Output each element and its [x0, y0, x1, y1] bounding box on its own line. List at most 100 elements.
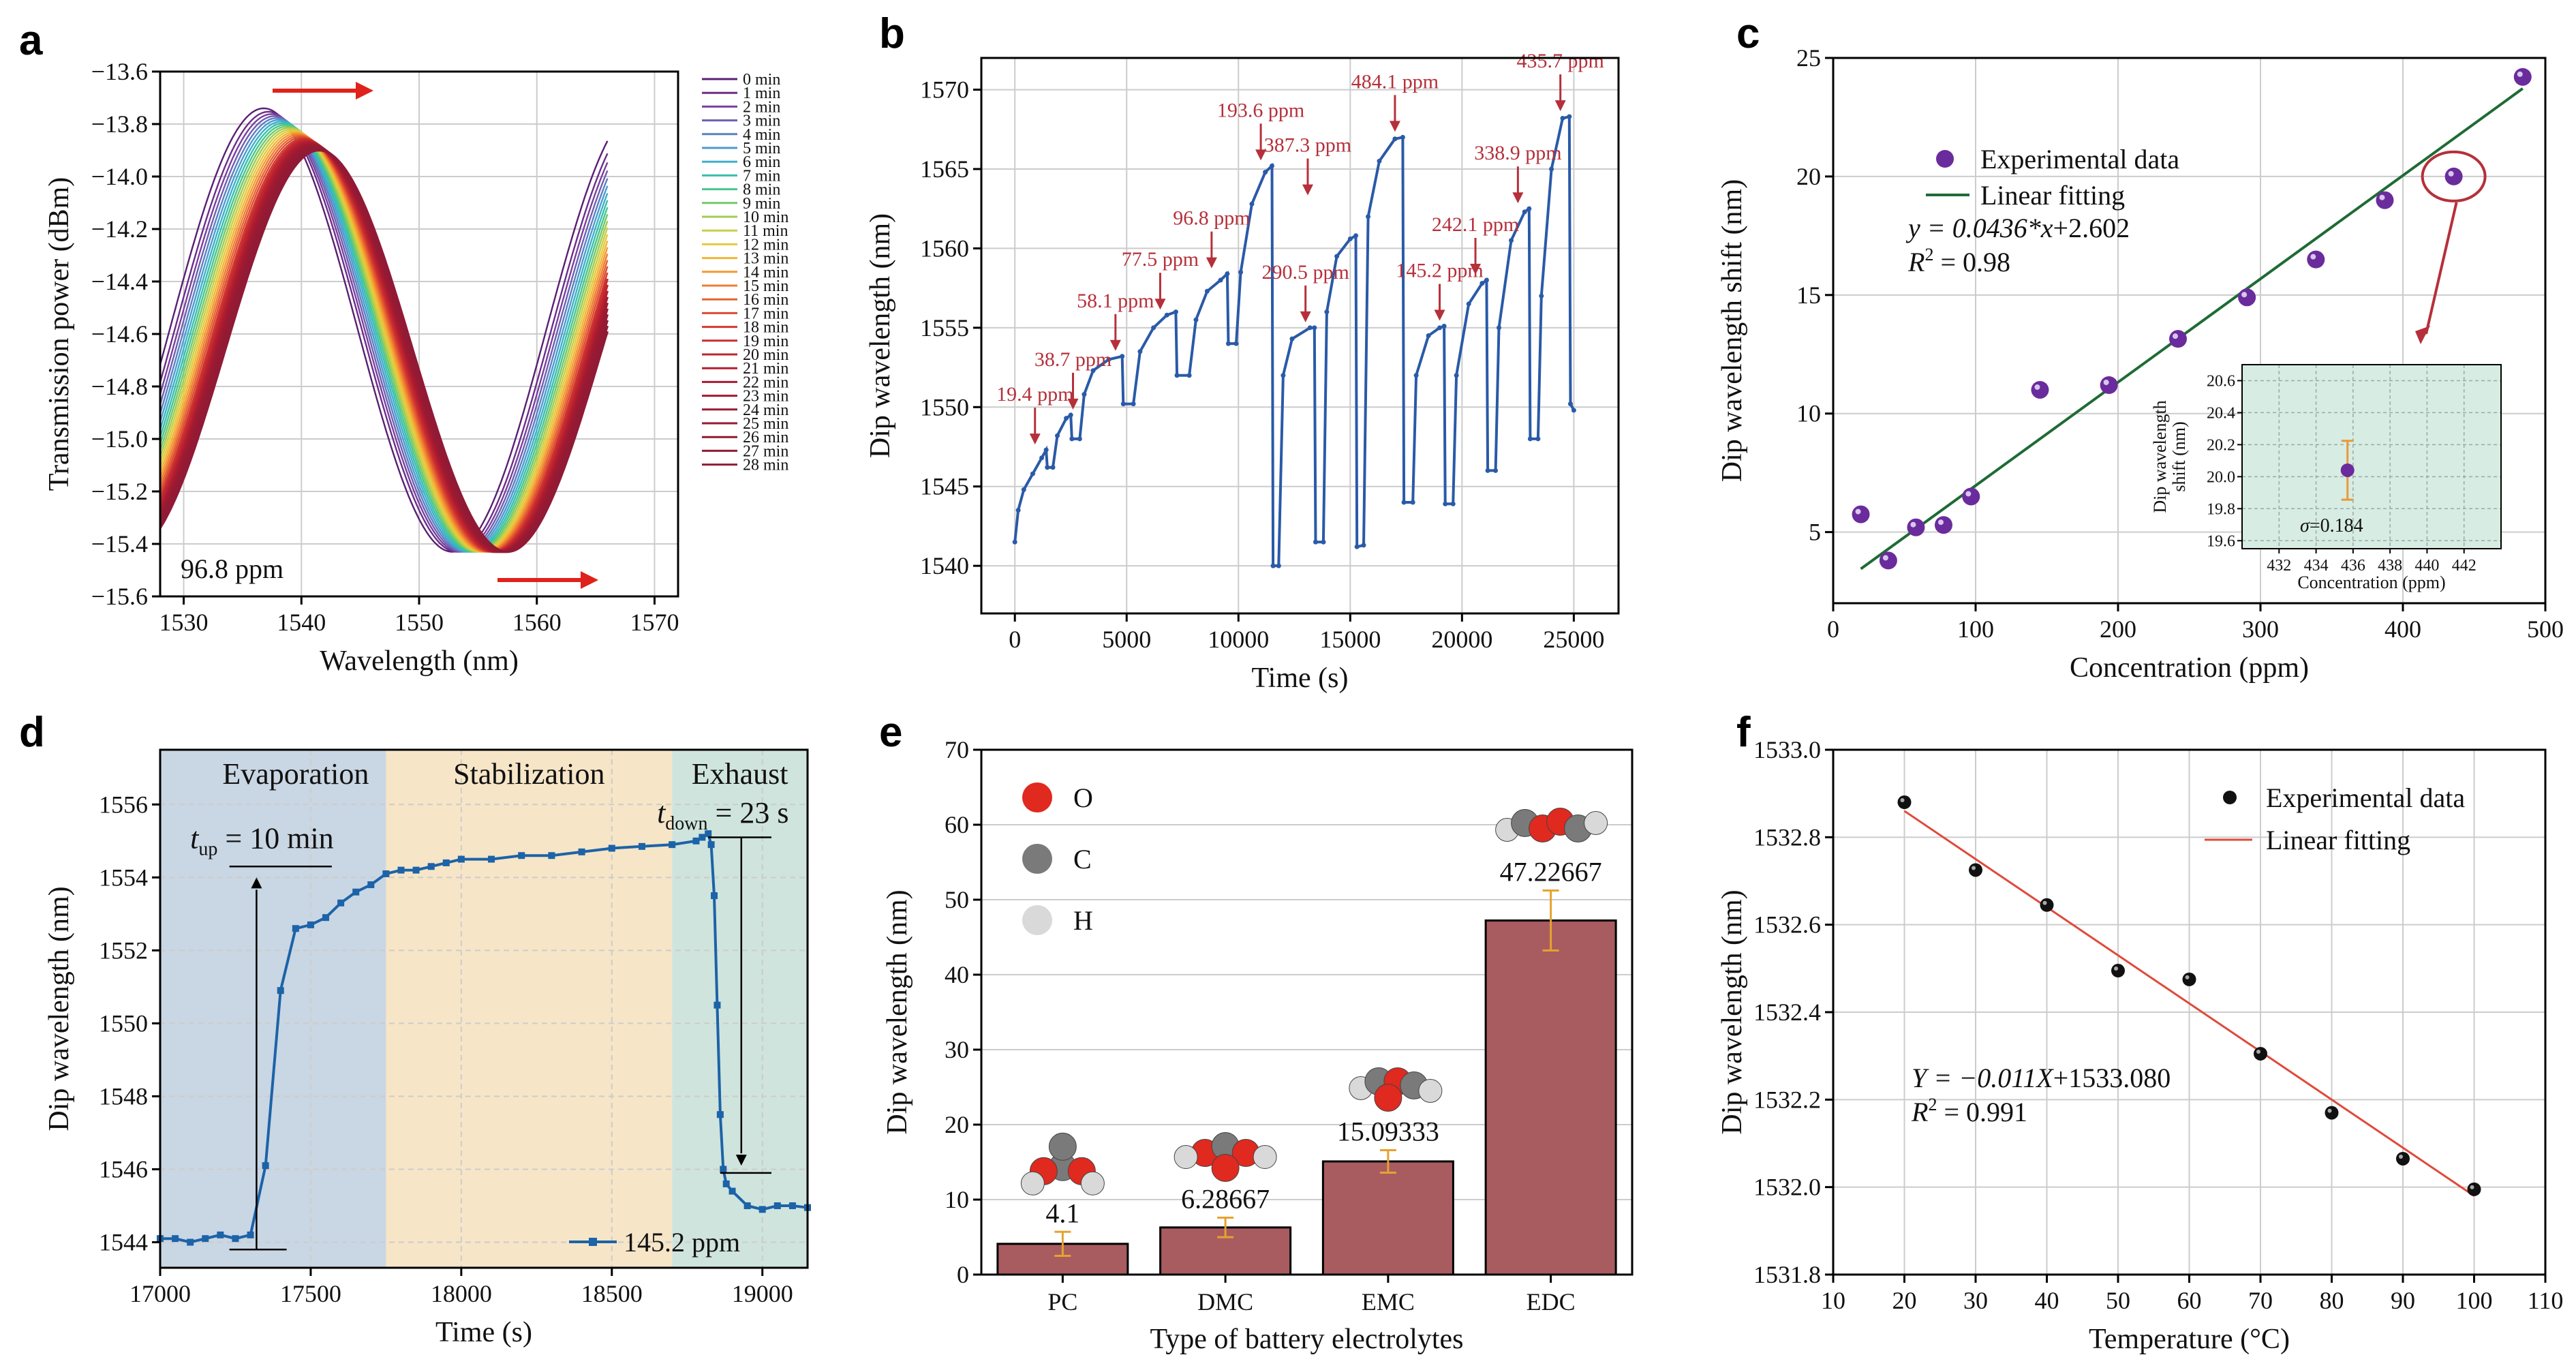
data-point	[247, 1231, 254, 1238]
panel-b: 19.4 ppm 38.7 ppm 58.1 ppm 77.5 ppm 96.8 ppm…	[865, 50, 1620, 694]
spectrum-line	[160, 125, 609, 553]
inset-x-axis-title: Concentration (ppm)	[2297, 573, 2445, 592]
t-down-symbol: t	[657, 796, 666, 829]
spectrum-line	[160, 140, 609, 553]
spectrum-line	[160, 121, 609, 553]
y-tick-label: 1533.0	[1753, 736, 1821, 763]
molecule-atom	[1253, 1145, 1277, 1170]
x-tick-label: 1560	[512, 609, 562, 636]
legend-label: 16 min	[743, 291, 788, 309]
data-point	[711, 892, 718, 900]
data-point-highlight	[2103, 380, 2109, 385]
data-point	[2467, 1182, 2481, 1196]
data-point	[1193, 317, 1199, 322]
data-point	[1131, 401, 1136, 407]
legend-label: 15 min	[743, 277, 788, 295]
data-point	[1535, 436, 1541, 442]
spectrum-line	[160, 140, 609, 553]
spectrum-line	[160, 115, 609, 553]
data-point	[277, 987, 284, 994]
spectrum-line	[160, 145, 609, 553]
data-point	[578, 848, 585, 855]
y-tick-label: −14.6	[91, 320, 148, 348]
y-tick-label: −14.2	[91, 215, 148, 243]
y-tick-label: 5	[1809, 519, 1821, 546]
data-point-highlight	[2185, 975, 2190, 979]
panel-e: 4.1 PC 6.28667 DMC 15.09333 EMC 47.22667 EDC O C H…	[882, 736, 1634, 1355]
legend-marker	[589, 1238, 597, 1246]
y-tick-label: 1552	[99, 937, 148, 964]
equation-variable: x	[2040, 213, 2053, 243]
annotation-label: 96.8 ppm	[1173, 207, 1250, 230]
data-point	[1484, 277, 1489, 283]
data-point	[1055, 433, 1060, 438]
y-tick-label: 1540	[920, 552, 969, 579]
spectrum-line	[160, 144, 609, 553]
data-point	[1012, 539, 1017, 545]
legend-label: 27 min	[743, 442, 788, 460]
data-point	[1361, 543, 1366, 548]
y-tick-label: 15	[1796, 281, 1821, 309]
y-tick-label: 60	[945, 811, 969, 838]
data-point-highlight	[1937, 519, 1944, 526]
data-point-highlight	[2399, 1154, 2403, 1159]
y-tick-label: 20	[1796, 163, 1821, 190]
data-point	[232, 1235, 239, 1243]
t-up-symbol: t	[190, 822, 200, 855]
x-tick-label: 1570	[630, 609, 679, 636]
data-point	[705, 830, 712, 838]
data-point	[187, 1238, 194, 1246]
data-point	[1496, 325, 1501, 331]
r2-value: = 0.991	[1937, 1097, 2027, 1127]
data-point	[1120, 354, 1125, 359]
legend-label: 5 min	[743, 140, 780, 157]
x-tick-label: 18000	[431, 1280, 492, 1307]
data-point	[1567, 401, 1573, 407]
annotation-label: 242.1 ppm	[1432, 213, 1519, 236]
legend-label: 19 min	[743, 333, 788, 350]
data-point	[1354, 544, 1360, 549]
r-squared: R2 = 0.991	[1911, 1095, 2027, 1127]
data-point	[1137, 349, 1143, 354]
inset-x-tick-label: 434	[2304, 557, 2329, 575]
arrow-head	[1554, 100, 1566, 112]
data-point	[322, 914, 330, 922]
data-point	[427, 863, 435, 870]
data-point	[2182, 972, 2196, 986]
legend-marker	[1022, 782, 1052, 812]
x-tick-label: 20	[1892, 1287, 1917, 1314]
data-point-highlight	[1882, 555, 1888, 561]
data-point	[1962, 487, 1980, 506]
x-tick-label: 500	[2527, 615, 2564, 643]
t-down-value: = 23 s	[708, 796, 789, 829]
data-point-highlight	[2172, 333, 2178, 339]
y-tick-label: 1560	[920, 234, 969, 262]
inset-sigma: σ=0.184	[2300, 515, 2363, 536]
inset-background	[2242, 365, 2501, 549]
y-tick-label: 20	[945, 1111, 969, 1138]
y-tick-label: 30	[945, 1036, 969, 1063]
data-point-highlight	[1910, 521, 1916, 528]
data-point	[1334, 254, 1340, 259]
highlight-arrow	[2425, 202, 2458, 335]
data-point	[1045, 465, 1050, 470]
data-point	[669, 841, 676, 849]
data-point	[2307, 250, 2325, 269]
data-point	[1454, 373, 1459, 378]
legend-label: H	[1073, 905, 1093, 936]
data-point	[1426, 333, 1431, 338]
y-tick-label: 50	[945, 886, 969, 913]
y-tick-label: −15.4	[91, 530, 148, 558]
data-point	[1064, 416, 1069, 421]
y-tick-label: 1550	[99, 1009, 148, 1037]
y-tick-label: 1532.2	[1753, 1086, 1821, 1113]
data-point	[1479, 281, 1485, 286]
legend-label: 6 min	[743, 153, 780, 171]
x-tick-label: 40	[2035, 1287, 2059, 1314]
data-point-highlight	[2448, 170, 2454, 177]
fit-equation: y = 0.0436*x+2.602	[1905, 213, 2130, 243]
legend-label: 12 min	[743, 236, 788, 254]
x-tick-label: 80	[2320, 1287, 2344, 1314]
